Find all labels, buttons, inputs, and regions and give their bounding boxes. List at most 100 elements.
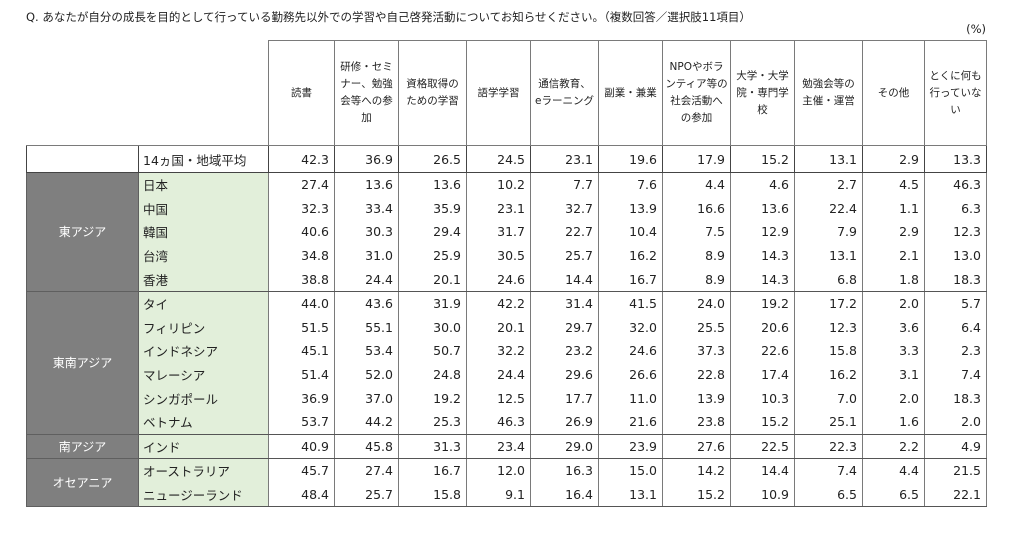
value-cell: 41.5 (598, 290, 663, 316)
country-label: 日本 (138, 171, 269, 197)
value-cell: 18.3 (924, 386, 987, 410)
value-cell: 12.3 (794, 315, 863, 340)
value-cell: 23.9 (598, 433, 663, 460)
value-cell: 15.0 (598, 458, 663, 483)
value-cell: 55.1 (334, 315, 399, 340)
value-cell: 35.9 (398, 196, 467, 221)
value-cell: 16.3 (530, 458, 599, 483)
table-row: ニュージーランド 48.4 25.7 15.8 9.1 16.4 13.1 15.2 10.9 6… (27, 482, 987, 508)
country-label: マレーシア (138, 362, 269, 387)
value-cell: 27.4 (334, 458, 399, 483)
value-cell: 32.7 (530, 196, 599, 221)
average-blank (26, 145, 139, 173)
value-cell: 2.7 (794, 171, 863, 197)
value-cell: 16.6 (662, 196, 731, 221)
country-label: ニュージーランド (138, 482, 269, 508)
value-cell: 8.9 (662, 267, 731, 292)
region-label: 東南アジア (26, 290, 139, 435)
value-cell: 12.5 (466, 386, 531, 410)
value-cell: 10.4 (598, 220, 663, 244)
value-cell: 18.3 (924, 267, 987, 292)
value-cell: 37.0 (334, 386, 399, 410)
value-cell: 25.1 (794, 409, 863, 435)
table-row: シンガポール 36.9 37.0 19.2 12.5 17.7 11.0 13.9 10.3 7.… (27, 386, 987, 410)
column-header: とくに何も 行っていない (924, 40, 987, 146)
value-cell: 19.2 (730, 290, 795, 316)
table-row: マレーシア 51.4 52.0 24.8 24.4 29.6 26.6 22.8 17.4 16.… (27, 362, 987, 387)
column-header: 大学・大学 院・専門学校 (730, 40, 795, 146)
value-cell: 44.0 (268, 290, 335, 316)
header-blank-region (26, 40, 139, 146)
value-cell: 51.5 (268, 315, 335, 340)
value-cell: 22.5 (730, 433, 795, 460)
header-blank-country (138, 40, 269, 146)
value-cell: 36.9 (334, 145, 399, 173)
value-cell: 51.4 (268, 362, 335, 387)
value-cell: 1.6 (862, 409, 925, 435)
value-cell: 13.1 (794, 243, 863, 268)
value-cell: 1.1 (862, 196, 925, 221)
table-row: 香港 38.8 24.4 20.1 24.6 14.4 16.7 8.9 14.3 6.8 1.8 1… (27, 267, 987, 292)
value-cell: 29.0 (530, 433, 599, 460)
value-cell: 22.7 (530, 220, 599, 244)
country-label: インド (138, 433, 269, 460)
value-cell: 13.1 (598, 482, 663, 508)
country-label: 香港 (138, 267, 269, 292)
value-cell: 12.3 (924, 220, 987, 244)
value-cell: 29.7 (530, 315, 599, 340)
question-text: Q. あなたが自分の成長を目的として行っている勤務先以外での学習や自己啓発活動に… (26, 10, 751, 24)
value-cell: 26.5 (398, 145, 467, 173)
value-cell: 29.4 (398, 220, 467, 244)
value-cell: 34.8 (268, 243, 335, 268)
value-cell: 3.6 (862, 315, 925, 340)
country-label: シンガポール (138, 386, 269, 410)
table-row: オセアニア オーストラリア 45.7 27.4 16.7 12.0 16.3 15.0 14.2… (26, 458, 987, 508)
value-cell: 31.0 (334, 243, 399, 268)
value-cell: 6.3 (924, 196, 987, 221)
value-cell: 37.3 (662, 339, 731, 363)
value-cell: 30.0 (398, 315, 467, 340)
value-cell: 26.9 (530, 409, 599, 435)
value-cell: 2.3 (924, 339, 987, 363)
region-label: 南アジア (26, 433, 139, 460)
value-cell: 14.3 (730, 243, 795, 268)
value-cell: 24.5 (466, 145, 531, 173)
value-cell: 17.2 (794, 290, 863, 316)
value-cell: 31.7 (466, 220, 531, 244)
value-cell: 7.5 (662, 220, 731, 244)
value-cell: 45.7 (268, 458, 335, 483)
value-cell: 15.8 (794, 339, 863, 363)
value-cell: 10.2 (466, 171, 531, 197)
column-header: 通信教育、 eラーニング (530, 40, 599, 146)
column-header: 副業・兼業 (598, 40, 663, 146)
value-cell: 7.0 (794, 386, 863, 410)
value-cell: 14.4 (530, 267, 599, 292)
value-cell: 24.6 (466, 267, 531, 292)
value-cell: 4.5 (862, 171, 925, 197)
table-body: 14ヵ国・地域平均 42.3 36.9 26.5 24.5 23.1 19.6 17.9 15.… (26, 145, 987, 508)
value-cell: 13.3 (924, 145, 987, 173)
value-cell: 7.6 (598, 171, 663, 197)
table-row: ベトナム 53.7 44.2 25.3 46.3 26.9 21.6 23.8 15.2 25.1… (27, 409, 987, 435)
value-cell: 27.6 (662, 433, 731, 460)
value-cell: 23.1 (466, 196, 531, 221)
value-cell: 20.1 (398, 267, 467, 292)
value-cell: 2.9 (862, 220, 925, 244)
value-cell: 25.5 (662, 315, 731, 340)
value-cell: 43.6 (334, 290, 399, 316)
value-cell: 16.2 (598, 243, 663, 268)
value-cell: 22.4 (794, 196, 863, 221)
table-row: フィリピン 51.5 55.1 30.0 20.1 29.7 32.0 25.5 20.6 12.… (27, 315, 987, 340)
value-cell: 12.9 (730, 220, 795, 244)
value-cell: 12.0 (466, 458, 531, 483)
average-label: 14ヵ国・地域平均 (138, 145, 269, 173)
value-cell: 2.9 (862, 145, 925, 173)
table-row: インドネシア 45.1 53.4 50.7 32.2 23.2 24.6 37.3 22.6 15… (27, 339, 987, 363)
value-cell: 31.3 (398, 433, 467, 460)
value-cell: 32.2 (466, 339, 531, 363)
column-header: 語学学習 (466, 40, 531, 146)
value-cell: 31.9 (398, 290, 467, 316)
table-row: 韓国 40.6 30.3 29.4 31.7 22.7 10.4 7.5 12.9 7.9 2.9 1… (27, 220, 987, 244)
value-cell: 2.1 (862, 243, 925, 268)
value-cell: 46.3 (924, 171, 987, 197)
